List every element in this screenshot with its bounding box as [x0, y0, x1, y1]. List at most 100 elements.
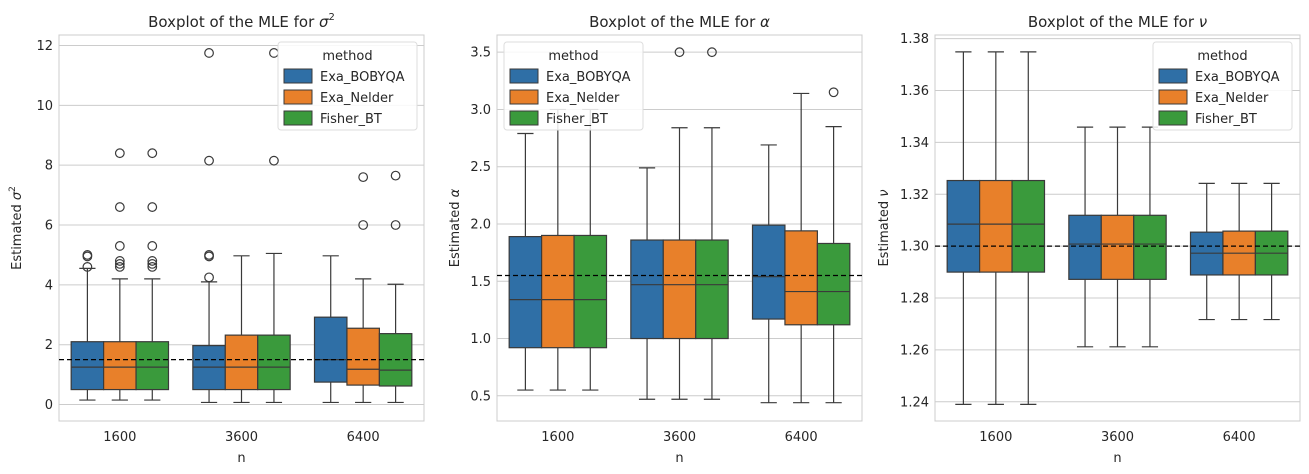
outlier-point: [269, 155, 279, 166]
box-exa-nelder-1600: [103, 148, 137, 401]
y-axis-label: Estimated α: [448, 188, 463, 267]
box-exa-bobyqa-1600: [508, 132, 543, 391]
box-exa-nelder-6400: [784, 92, 818, 404]
y-tick-label: 12: [36, 39, 53, 54]
y-tick-label: 1.0: [470, 332, 491, 347]
legend-entry: Exa_Nelder: [320, 91, 394, 106]
legend-swatch: [283, 89, 313, 105]
y-tick-label: 8: [45, 159, 53, 174]
box-exa-nelder-6400: [1222, 182, 1256, 321]
outlier-point: [147, 241, 158, 251]
legend-swatch: [1158, 89, 1188, 105]
chart-panel-3: 1.24 1.26 1.28 1.30 1.32 1.34 1.36 1.38 1600 3600…: [877, 13, 1301, 466]
box-fisher-bt-1600: [573, 108, 608, 391]
box-iqr: [695, 239, 729, 340]
box-exa-bobyqa-1600: [70, 250, 105, 401]
x-tick-label: 1600: [103, 430, 136, 445]
box-fisher-bt-3600: [1133, 126, 1167, 348]
legend-frame: [503, 41, 644, 131]
outlier-point: [82, 261, 93, 272]
legend-title: method: [1197, 49, 1247, 64]
box-iqr: [784, 230, 818, 326]
legend-swatch: [1158, 68, 1188, 84]
chart-title: Boxplot of the MLE for ν: [1028, 13, 1207, 31]
legend-swatch: [509, 89, 539, 105]
box-exa-bobyqa-3600: [192, 48, 226, 404]
box-iqr: [979, 179, 1013, 273]
box-fisher-bt-3600: [257, 48, 291, 404]
y-tick-label: 6: [45, 219, 53, 234]
box-iqr: [1133, 214, 1167, 280]
legend-swatch: [1158, 110, 1188, 126]
y-tick-label: 3.0: [470, 103, 491, 118]
legend-swatch: [509, 68, 539, 84]
outlier-point: [147, 256, 158, 266]
box-iqr: [816, 242, 851, 326]
outlier-point: [204, 250, 214, 260]
outlier-point: [114, 259, 125, 269]
chart-panel-1: 0 2 4 6 8 10 12 1600 3600 6400 n Estimated σ2 Boxplo…: [8, 12, 425, 466]
y-tick-label: 1.34: [900, 136, 929, 151]
x-tick-label: 1600: [979, 430, 1012, 445]
box-exa-bobyqa-3600: [630, 167, 664, 400]
box-iqr: [1100, 214, 1135, 280]
box-fisher-bt-6400: [816, 87, 851, 404]
outlier-point: [82, 250, 93, 260]
legend-entry: Exa_Nelder: [1195, 91, 1269, 106]
outlier-point: [390, 220, 401, 230]
legend: method Exa_BOBYQA Exa_Nelder Fisher_BT: [503, 41, 644, 131]
legend-entry: Exa_Nelder: [546, 91, 620, 106]
box-iqr: [946, 179, 981, 273]
y-tick-label: 4: [45, 278, 53, 293]
box-fisher-bt-1600: [1011, 51, 1046, 405]
y-tick-label: 1.38: [900, 32, 929, 47]
outlier-point: [358, 220, 369, 230]
box-iqr: [508, 235, 543, 349]
outlier-point: [269, 48, 279, 58]
plot-frame: [934, 34, 1301, 422]
y-tick-label: 1.5: [470, 275, 491, 290]
outlier-point: [707, 47, 717, 58]
box-iqr: [257, 334, 291, 391]
box-iqr: [70, 341, 105, 391]
box-iqr: [103, 341, 137, 391]
outlier-point: [114, 148, 125, 159]
y-axis-label: Estimated ν: [877, 189, 892, 266]
box-exa-nelder-3600: [662, 47, 697, 400]
box-exa-nelder-6400: [346, 172, 380, 404]
y-tick-label: 1.36: [900, 84, 929, 99]
box-exa-nelder-3600: [224, 255, 259, 404]
x-tick-label: 3600: [225, 430, 258, 445]
y-tick-label: 2.0: [470, 217, 491, 232]
x-axis-label: n: [237, 451, 245, 466]
y-axis-label: Estimated σ2: [8, 186, 25, 270]
box-exa-nelder-1600: [541, 108, 575, 391]
legend-entry: Exa_BOBYQA: [546, 70, 631, 85]
x-tick-label: 6400: [347, 430, 380, 445]
y-tick-label: 2.5: [470, 160, 491, 175]
box-iqr: [662, 239, 697, 340]
legend-entry: Exa_BOBYQA: [320, 70, 405, 85]
outlier-point: [114, 241, 125, 251]
legend-entry: Fisher_BT: [546, 112, 608, 127]
legend-title: method: [322, 49, 372, 64]
outlier-point: [828, 87, 839, 98]
y-tick-label: 1.24: [900, 395, 929, 410]
box-iqr: [1068, 214, 1102, 280]
box-iqr: [630, 239, 664, 340]
y-tick-label: 1.28: [900, 292, 929, 307]
box-fisher-bt-3600: [695, 47, 729, 400]
box-iqr: [135, 341, 170, 391]
legend-title: method: [548, 49, 598, 64]
legend-swatch: [283, 68, 313, 84]
x-tick-label: 6400: [1223, 430, 1256, 445]
y-tick-label: 1.26: [900, 343, 929, 358]
chart-title: Boxplot of the MLE for α: [589, 13, 770, 31]
legend-entry: Fisher_BT: [1195, 112, 1257, 127]
x-axis-label: n: [1113, 451, 1121, 466]
outlier-point: [114, 261, 125, 272]
y-tick-label: 3.5: [470, 46, 491, 61]
box-iqr: [1011, 179, 1046, 273]
box-exa-nelder-3600: [1100, 126, 1135, 348]
